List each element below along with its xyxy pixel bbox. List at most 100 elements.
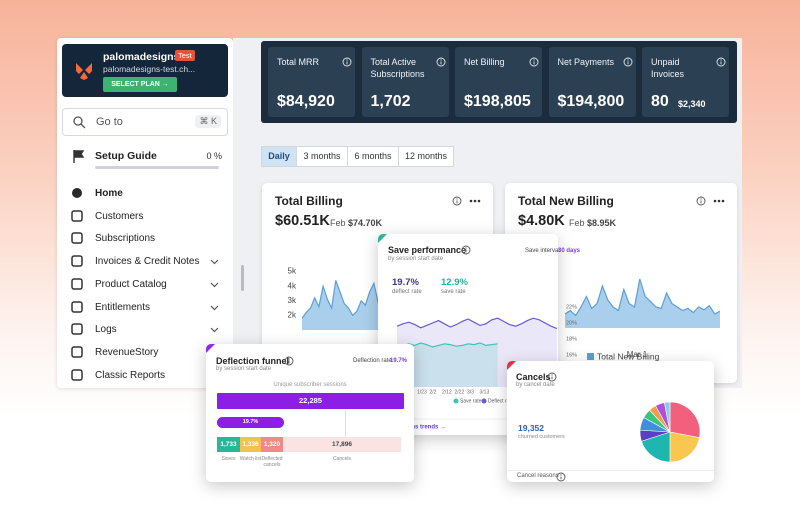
y-tick-label: 5k bbox=[288, 267, 297, 276]
deflected-pill: 19.7% bbox=[217, 417, 284, 428]
interval-label: Save interval bbox=[525, 248, 560, 254]
graphic bbox=[71, 278, 83, 290]
graphic bbox=[71, 232, 83, 245]
card-subtitle: by session start date bbox=[216, 366, 272, 372]
graphic bbox=[210, 305, 219, 310]
scroll-handle bbox=[241, 265, 244, 291]
x-tick-label: 3/13 bbox=[480, 389, 490, 395]
kpi-label: Net Payments bbox=[557, 57, 615, 67]
sessions-bar: 22,285 bbox=[217, 393, 404, 409]
funnel-segment: 1,733 bbox=[217, 437, 240, 452]
info-icon-dot bbox=[465, 247, 467, 249]
kpi-card: Total MRR $84,920 bbox=[268, 47, 355, 117]
graphic bbox=[71, 209, 83, 222]
y-tick-label: 3k bbox=[288, 296, 297, 305]
kpi-value: $198,805 bbox=[464, 93, 531, 110]
nav-label: Entitlements bbox=[95, 301, 151, 313]
funnel-segment: 17,896 bbox=[283, 437, 401, 452]
x-tick-label: 2/12 bbox=[442, 389, 452, 395]
info-icon bbox=[452, 196, 462, 206]
graphic bbox=[547, 372, 557, 382]
chevron bbox=[210, 259, 219, 265]
tab[interactable]: 6 months bbox=[347, 146, 399, 167]
graphic bbox=[284, 356, 294, 366]
pie-slice bbox=[664, 401, 671, 433]
graphic bbox=[639, 401, 701, 463]
segment-label: Saves bbox=[221, 456, 236, 462]
menu-dot bbox=[477, 199, 481, 203]
card-title: Save performance bbox=[388, 245, 467, 255]
kpi-value: $84,920 bbox=[277, 93, 335, 110]
graphic bbox=[716, 57, 726, 67]
search-icon bbox=[73, 116, 83, 126]
chevron bbox=[210, 327, 219, 333]
nav-item[interactable]: Logs bbox=[57, 321, 233, 339]
info-icon bbox=[461, 245, 471, 255]
tab[interactable]: Daily bbox=[261, 146, 297, 167]
info-icon-dot bbox=[551, 374, 553, 376]
tab[interactable]: 3 months bbox=[296, 146, 348, 167]
account-badge: Test bbox=[175, 50, 195, 61]
nav-item[interactable]: RevenueStory bbox=[57, 344, 233, 362]
nav-icon bbox=[71, 300, 83, 313]
graphic bbox=[210, 282, 219, 288]
graphic bbox=[696, 196, 706, 206]
nav-item[interactable]: Classic Reports bbox=[57, 367, 233, 385]
card-subtitle: by cancel date bbox=[516, 382, 555, 388]
compare-label: Feb bbox=[569, 218, 585, 228]
compare-value: $74.70K bbox=[348, 218, 383, 228]
legend-swatch bbox=[453, 398, 459, 404]
card-title: Total Billing bbox=[275, 194, 343, 208]
info-icon-dot bbox=[560, 474, 562, 476]
funnel-segment: 1,336 bbox=[240, 437, 261, 452]
card-title: Cancels bbox=[516, 372, 551, 382]
legend-label: Save rate bbox=[460, 398, 482, 404]
trends-link: Deflections trends → bbox=[386, 425, 446, 431]
info-icon-dot bbox=[288, 358, 290, 360]
graphic bbox=[461, 245, 471, 255]
legend-swatch bbox=[587, 353, 594, 360]
nav-label: Classic Reports bbox=[95, 369, 166, 381]
kpi-card: Net Payments $194,800 bbox=[548, 47, 636, 117]
nav-item[interactable]: Customers bbox=[57, 208, 233, 226]
menu-dot bbox=[713, 199, 717, 203]
pie-slice bbox=[641, 431, 671, 463]
nav-icon bbox=[71, 209, 83, 222]
graphic bbox=[556, 472, 566, 482]
kpi-label: Net Billing bbox=[464, 57, 505, 67]
sidebar: palomadesigns Test palomadesigns-test.ch..… bbox=[57, 38, 233, 388]
y-tick-label: 2k bbox=[288, 311, 297, 320]
kpi-label: Unpaid Invoices bbox=[651, 57, 685, 79]
graphic bbox=[529, 57, 539, 67]
graphic bbox=[342, 57, 352, 67]
nav-item[interactable]: Entitlements bbox=[57, 299, 233, 317]
nav-item[interactable]: Product Catalog bbox=[57, 276, 233, 294]
nav-label: Logs bbox=[95, 324, 117, 336]
nav-item[interactable]: Subscriptions bbox=[57, 230, 233, 248]
nav-item[interactable]: Home bbox=[57, 185, 233, 203]
divider bbox=[507, 470, 714, 471]
card-value: $60.51K bbox=[275, 213, 330, 229]
tab[interactable]: 12 months bbox=[398, 146, 454, 167]
menu-dot bbox=[717, 199, 721, 203]
connector bbox=[345, 410, 346, 437]
kpi-value: 80 bbox=[651, 93, 669, 110]
legend-swatch bbox=[481, 398, 487, 404]
graphic bbox=[452, 196, 462, 206]
nav-icon bbox=[71, 346, 83, 358]
x-tick-label: 1/23 bbox=[417, 389, 427, 395]
pie-slice bbox=[669, 431, 700, 463]
nav-item[interactable]: Invoices & Credit Notes bbox=[57, 253, 233, 271]
search-box[interactable]: Go to ⌘ K bbox=[62, 108, 228, 136]
compare-value: $8.95K bbox=[587, 218, 617, 228]
interval-value: 30 days bbox=[558, 248, 581, 254]
cancels-card: Cancels by cancel date 19,352 churned custo… bbox=[507, 361, 714, 482]
nav-icon bbox=[71, 278, 83, 290]
nav-label: RevenueStory bbox=[95, 346, 159, 358]
kpi-value: 1,702 bbox=[370, 93, 411, 110]
pie-slice bbox=[669, 401, 701, 438]
x-tick-label: 2/2 bbox=[430, 389, 437, 395]
select-plan-button[interactable]: SELECT PLAN → bbox=[103, 77, 177, 92]
menu-dot bbox=[473, 199, 477, 203]
